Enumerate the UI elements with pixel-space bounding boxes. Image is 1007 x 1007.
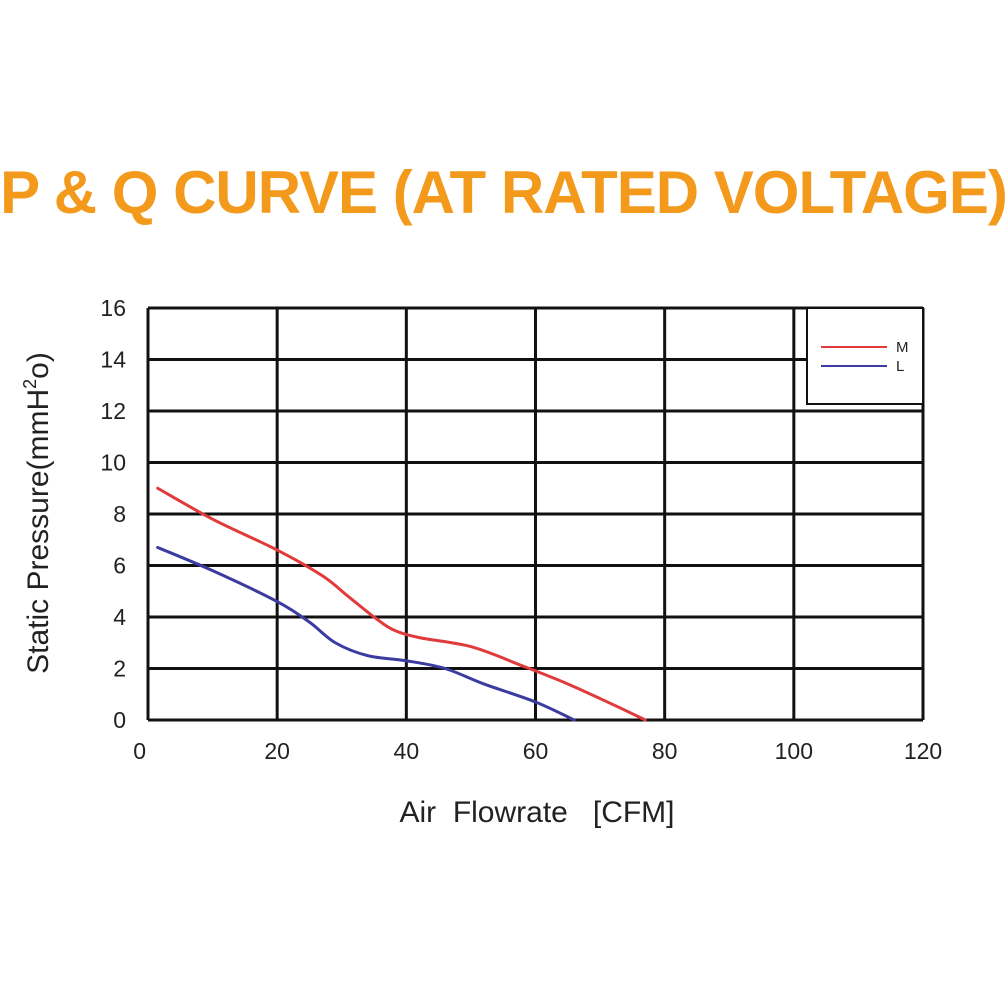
x-tick-label: 60: [523, 738, 549, 764]
chart-title: P & Q CURVE (AT RATED VOLTAGE): [0, 159, 1007, 226]
x-axis-label: Air Flowrate [CFM]: [399, 796, 674, 829]
y-tick-label: 12: [100, 398, 126, 424]
x-tick-label: 120: [904, 738, 942, 764]
y-tick-label: 6: [113, 553, 126, 579]
y-axis-label: Static Pressure(mmH2o): [20, 352, 55, 674]
y-tick-label: 8: [113, 501, 126, 527]
x-tick-label: 80: [652, 738, 678, 764]
x-tick-label: 100: [775, 738, 813, 764]
y-tick-label: 10: [100, 450, 126, 476]
legend-label-m: M: [896, 339, 909, 356]
legend: ML: [806, 307, 924, 405]
x-tick-label: 0: [133, 738, 146, 764]
series-line-m: [156, 486, 647, 722]
legend-label-l: L: [896, 358, 904, 375]
y-tick-label: 16: [100, 295, 126, 321]
y-tick-label: 0: [113, 707, 126, 733]
y-axis-label-main: Static Pressure(mmH: [22, 389, 55, 674]
y-tick-label: 4: [113, 604, 126, 630]
y-axis-label-end: o): [22, 352, 55, 379]
legend-box: [806, 307, 924, 405]
y-axis-label-superscript: 2: [20, 379, 40, 389]
grid: [146, 306, 925, 722]
y-tick-labels: 0 2 4 6 8 10 12 14 16: [100, 295, 126, 733]
series-lines: [156, 486, 647, 722]
x-tick-label: 40: [394, 738, 420, 764]
series-line-l: [156, 545, 576, 722]
x-tick-label: 20: [264, 738, 290, 764]
y-tick-label: 2: [113, 656, 126, 682]
y-tick-label: 14: [100, 347, 126, 373]
x-tick-labels: 0 20 40 60 80 100 120: [133, 738, 942, 764]
